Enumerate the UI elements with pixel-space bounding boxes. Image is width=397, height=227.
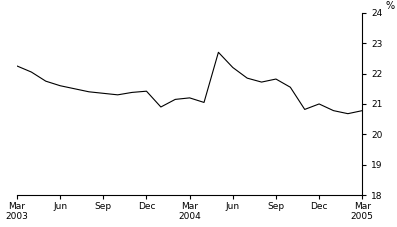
Y-axis label: %: %	[385, 1, 395, 11]
